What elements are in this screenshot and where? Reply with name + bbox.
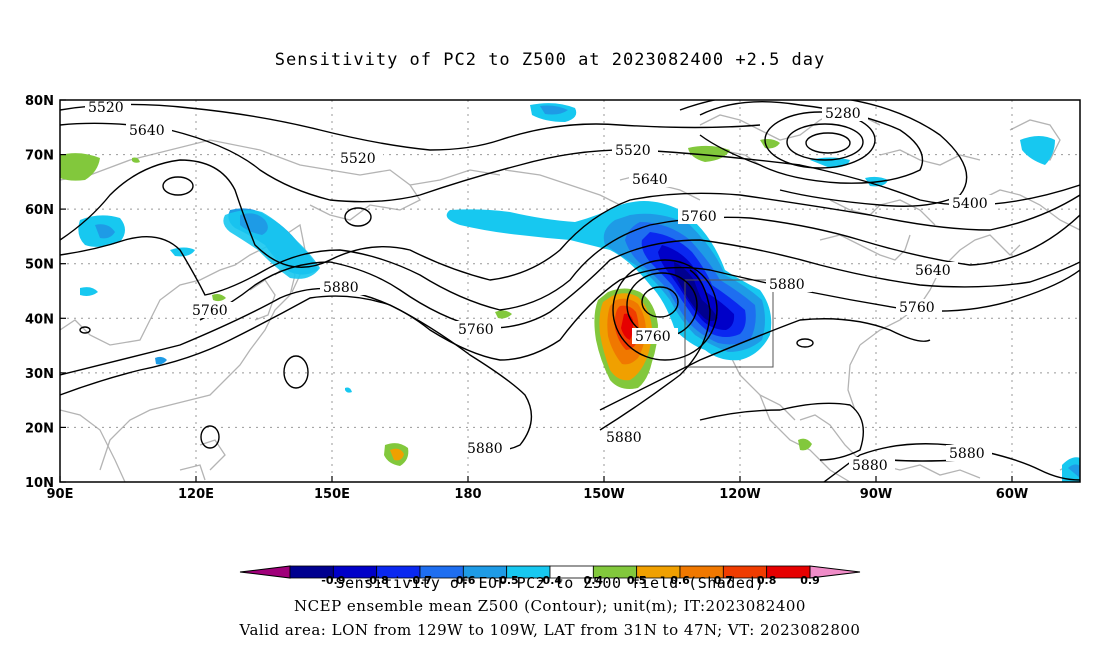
- colorbar-tick-label: 0.8: [756, 574, 777, 587]
- lon-label: 90W: [860, 487, 892, 502]
- contour-label: 5640: [129, 123, 165, 139]
- colorbar-tick-label: -0.9: [321, 574, 346, 587]
- contour-label: 5880: [769, 277, 805, 293]
- contour-label: 5280: [825, 106, 861, 122]
- colorbar-tick-label: -0.7: [407, 574, 433, 587]
- footer-line-1: NCEP ensemble mean Z500 (Contour); unit(…: [294, 597, 806, 615]
- lat-label: 20N: [25, 421, 54, 436]
- axis-ticks: [59, 99, 1013, 483]
- lat-label: 70N: [25, 149, 54, 164]
- lon-label: 60W: [996, 487, 1028, 502]
- contour-label: 5760: [635, 329, 671, 345]
- colorbar-tick-label: -0.6: [451, 574, 476, 587]
- contour-label: 5880: [949, 446, 985, 462]
- lon-label: 120E: [178, 487, 214, 502]
- colorbar-tick-label: -0.8: [364, 574, 389, 587]
- negative-sensitivity-shading: [78, 103, 1080, 482]
- valid-area-box: [684, 279, 774, 368]
- longitude-labels: 90E 120E 150E 180 150W 120W 90W 60W: [47, 487, 1029, 502]
- contour-labels: 5520 5640 5520 5760 5880 5760 5520 5640 …: [85, 100, 995, 474]
- colorbar-tick-label: 0.6: [670, 574, 690, 587]
- lon-label: 150E: [314, 487, 350, 502]
- lon-label: 150W: [583, 487, 624, 502]
- contour-label: 5400: [952, 196, 988, 212]
- plot-title: Sensitivity of PC2 to Z500 at 2023082400…: [274, 50, 826, 70]
- contour-label: 5640: [915, 263, 951, 279]
- contour-label: 5760: [681, 209, 717, 225]
- z500-contours: [60, 100, 1080, 482]
- colorbar-tick-label: 0.4: [583, 574, 604, 587]
- colorbar-tick-label: 0.7: [713, 574, 734, 587]
- contour-label: 5760: [458, 322, 494, 338]
- colorbar-arrow-high: [809, 565, 861, 579]
- latitude-labels: 80N 70N 60N 50N 40N 30N 20N 10N: [25, 94, 54, 491]
- lat-label: 60N: [25, 203, 54, 218]
- colorbar-ticks: -0.9 -0.8 -0.7 -0.6 -0.5 -0.4 0.4 0.5 0.6 0.7 0.8 0…: [240, 574, 860, 590]
- positive-sensitivity-shading: [60, 139, 812, 466]
- colorbar-label: Sensitivity of EOF PC2 to Z500 field (Sh…: [335, 574, 765, 592]
- contour-label: 5520: [340, 151, 376, 167]
- contour-label: 5880: [323, 280, 359, 296]
- contour-label: 5880: [467, 441, 503, 457]
- lon-label: 120W: [719, 487, 760, 502]
- lon-label: 180: [454, 487, 481, 502]
- lat-label: 30N: [25, 367, 54, 382]
- lon-label: 90E: [47, 487, 74, 502]
- colorbar-tick-label: 0.5: [626, 574, 647, 587]
- contour-label: 5520: [615, 143, 651, 159]
- lat-label: 40N: [25, 312, 54, 327]
- colorbar-tick-label: -0.4: [537, 574, 563, 587]
- plot-frame: [59, 99, 1081, 483]
- lat-label: 80N: [25, 94, 54, 109]
- colorbar-tick-label: 0.9: [800, 574, 820, 587]
- lat-label: 50N: [25, 258, 54, 273]
- footer-line-2: Valid area: LON from 129W to 109W, LAT f…: [239, 621, 861, 639]
- contour-label: 5760: [192, 303, 228, 319]
- grid-lines: [60, 100, 1080, 482]
- contour-label: 5640: [632, 172, 668, 188]
- contour-label: 5880: [852, 458, 888, 474]
- lat-label: 10N: [25, 476, 54, 491]
- contour-label: 5760: [899, 300, 935, 316]
- contour-label: 5880: [606, 430, 642, 446]
- contour-label: 5520: [88, 100, 124, 116]
- colorbar-tick-label: -0.5: [494, 574, 519, 587]
- colorbar: [239, 565, 861, 579]
